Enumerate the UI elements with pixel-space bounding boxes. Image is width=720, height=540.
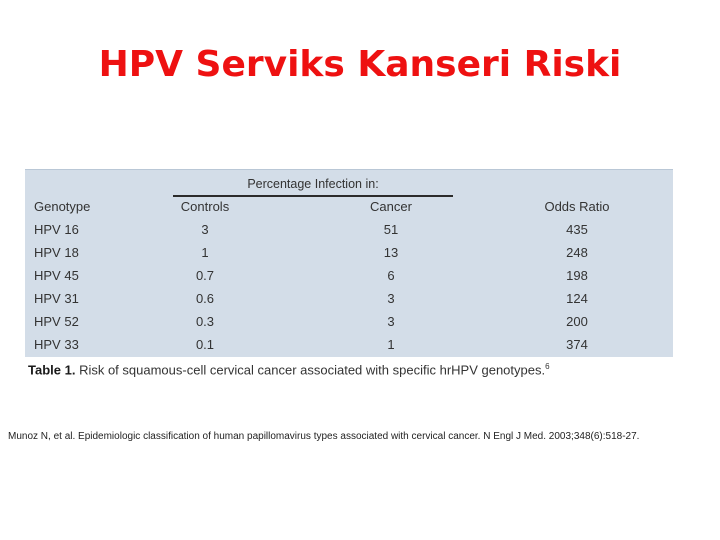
- cell-odds-ratio: 374: [566, 337, 588, 352]
- column-header-controls: Controls: [180, 199, 230, 214]
- cell-cancer: 3: [387, 314, 395, 329]
- column-header-genotype: Genotype: [34, 199, 91, 214]
- column-header-row: Genotype Controls Cancer Odds Ratio: [25, 195, 673, 218]
- cell-controls: 3: [201, 222, 209, 237]
- cell-controls: 0.3: [195, 314, 215, 329]
- cell-cancer: 1: [387, 337, 395, 352]
- cell-cancer: 6: [387, 268, 395, 283]
- cell-cancer: 3: [387, 291, 395, 306]
- cell-genotype: HPV 31: [34, 291, 79, 306]
- data-table: Percentage Infection in: Genotype Contro…: [25, 169, 673, 357]
- column-header-odds-ratio: Odds Ratio: [544, 199, 610, 214]
- table-caption-reference: 6: [545, 362, 550, 371]
- cell-controls: 0.1: [195, 337, 215, 352]
- cell-genotype: HPV 18: [34, 245, 79, 260]
- table-row: HPV 18 1 13 248: [25, 241, 673, 264]
- group-header: Percentage Infection in:: [173, 175, 453, 197]
- cell-odds-ratio: 248: [566, 245, 588, 260]
- table-row: HPV 16 3 51 435: [25, 218, 673, 241]
- table-caption-label: Table 1.: [28, 362, 76, 378]
- cell-genotype: HPV 45: [34, 268, 79, 283]
- cell-controls: 1: [201, 245, 209, 260]
- column-header-cancer: Cancer: [370, 199, 412, 214]
- cell-genotype: HPV 33: [34, 337, 79, 352]
- cell-odds-ratio: 124: [566, 291, 588, 306]
- cell-genotype: HPV 16: [34, 222, 79, 237]
- cell-genotype: HPV 52: [34, 314, 79, 329]
- table-row: HPV 33 0.1 1 374: [25, 333, 673, 356]
- cell-odds-ratio: 198: [566, 268, 588, 283]
- table-caption-text: Risk of squamous-cell cervical cancer as…: [75, 362, 546, 378]
- table-row: HPV 31 0.6 3 124: [25, 287, 673, 310]
- slide-title: HPV Serviks Kanseri Riski: [98, 44, 622, 85]
- table-caption: Table 1. Risk of squamous-cell cervical …: [28, 362, 688, 377]
- cell-odds-ratio: 435: [566, 222, 588, 237]
- cell-odds-ratio: 200: [566, 314, 588, 329]
- table-row: HPV 52 0.3 3 200: [25, 310, 673, 333]
- cell-cancer: 13: [383, 245, 399, 260]
- cell-controls: 0.6: [195, 291, 215, 306]
- citation: Munoz N, et al. Epidemiologic classifica…: [8, 431, 640, 442]
- table-row: HPV 45 0.7 6 198: [25, 264, 673, 287]
- cell-controls: 0.7: [195, 268, 215, 283]
- cell-cancer: 51: [383, 222, 399, 237]
